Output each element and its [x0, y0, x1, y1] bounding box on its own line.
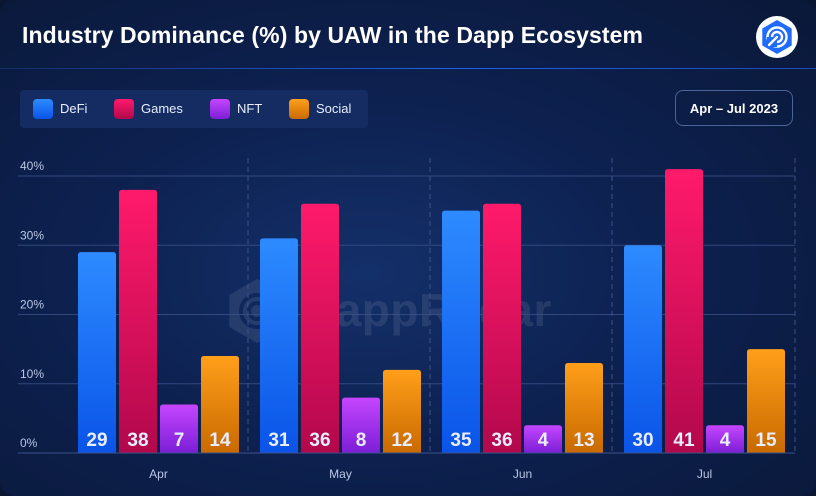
bar-games-jul	[665, 169, 703, 453]
x-tick-label: May	[329, 467, 352, 481]
bar-defi-apr	[78, 252, 116, 453]
bar-social-jun	[565, 362, 603, 453]
bar-nft-jul	[706, 425, 744, 453]
legend-label-social: Social	[316, 101, 352, 116]
data-label: 8	[356, 430, 367, 451]
y-tick-label: 30%	[20, 228, 44, 242]
legend-swatch-defi	[33, 99, 53, 119]
data-label: 15	[755, 430, 777, 451]
x-tick-label: Apr	[149, 467, 168, 481]
period-selector[interactable]: Apr – Jul 2023	[675, 90, 793, 126]
legend-swatch-social	[289, 99, 309, 119]
data-label: 13	[573, 430, 594, 451]
y-tick-label: 20%	[20, 298, 44, 312]
dappradar-logo-icon	[756, 16, 798, 58]
data-label: 29	[86, 430, 107, 451]
legend: DeFi Games NFT Social	[20, 90, 368, 128]
bar-defi-jul	[624, 245, 662, 453]
data-label: 41	[673, 430, 695, 451]
bar-social-jul	[747, 349, 785, 453]
data-label: 38	[127, 430, 148, 451]
bar-social-apr	[201, 356, 239, 453]
data-label: 36	[491, 430, 512, 451]
legend-swatch-games	[114, 99, 134, 119]
legend-swatch-nft	[210, 99, 230, 119]
period-label: Apr – Jul 2023	[689, 101, 779, 116]
bar-nft-may	[342, 397, 380, 453]
bar-games-apr	[119, 189, 157, 453]
y-tick-label: 0%	[20, 436, 38, 450]
data-label: 35	[450, 430, 472, 451]
data-label: 30	[632, 430, 653, 451]
bar-games-jun	[483, 203, 521, 453]
bar-defi-may	[260, 238, 298, 453]
legend-label-games: Games	[141, 101, 183, 116]
legend-label-defi: DeFi	[60, 101, 88, 116]
bar-nft-apr	[160, 404, 198, 453]
header-divider	[0, 68, 816, 69]
data-label: 36	[309, 430, 330, 451]
y-tick-label: 10%	[20, 367, 44, 381]
bar-defi-jun	[442, 210, 480, 453]
bar-games-may	[301, 203, 339, 453]
data-label: 4	[720, 430, 731, 451]
data-label: 14	[209, 430, 231, 451]
y-tick-label: 40%	[20, 159, 44, 173]
data-label: 7	[174, 430, 185, 451]
legend-label-nft: NFT	[237, 101, 263, 116]
chart-title: Industry Dominance (%) by UAW in the Dap…	[22, 22, 644, 48]
data-label: 4	[538, 430, 549, 451]
data-label: 31	[268, 430, 290, 451]
data-label: 12	[391, 430, 412, 451]
x-tick-label: Jun	[513, 467, 532, 481]
x-tick-label: Jul	[697, 467, 712, 481]
bar-social-may	[383, 369, 421, 453]
bar-nft-jun	[524, 425, 562, 453]
